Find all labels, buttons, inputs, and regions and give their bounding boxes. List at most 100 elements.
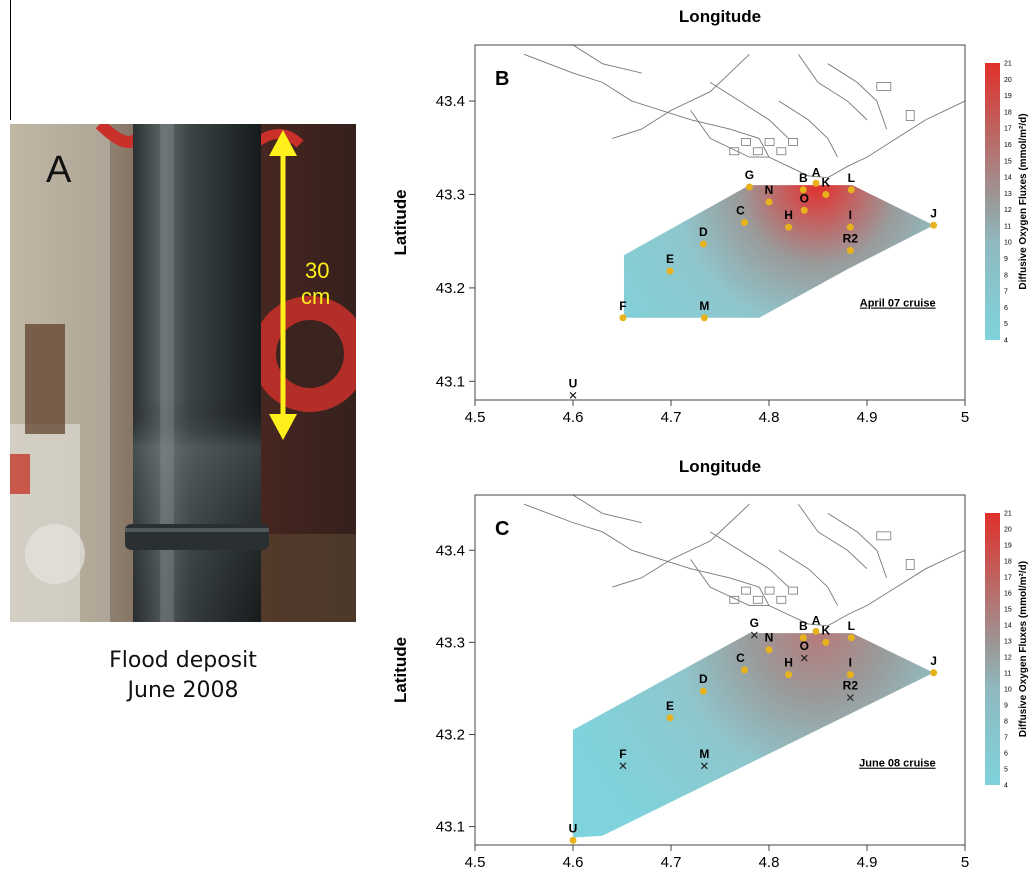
x-tick-label: 4.9 bbox=[857, 854, 878, 871]
station-label: O bbox=[800, 639, 809, 653]
colorbar-tick-label: 15 bbox=[1004, 607, 1012, 614]
frame-line bbox=[10, 0, 11, 120]
x-tick-label: 4.8 bbox=[759, 854, 780, 871]
colorbar-tick-label: 8 bbox=[1004, 272, 1008, 279]
y-tick-label: 43.4 bbox=[436, 93, 465, 110]
station-label: A bbox=[812, 613, 821, 627]
colorbar bbox=[985, 513, 1000, 785]
station-marker-sampled bbox=[785, 223, 793, 231]
coastline bbox=[523, 494, 966, 627]
cruise-annotation: April 07 cruise bbox=[860, 298, 936, 310]
y-axis-label: Latitude bbox=[391, 189, 410, 255]
x-tick-label: 4.8 bbox=[759, 409, 780, 426]
colorbar-tick-label: 13 bbox=[1004, 639, 1012, 646]
y-tick-label: 43.2 bbox=[436, 726, 465, 743]
station-label: U bbox=[569, 821, 578, 835]
panel-letter-a: A bbox=[46, 149, 72, 191]
colorbar-tick-label: 5 bbox=[1004, 321, 1008, 328]
colorbar-tick-label: 4 bbox=[1004, 783, 1008, 790]
station-label: M bbox=[699, 299, 709, 313]
colorbar-tick-label: 6 bbox=[1004, 751, 1008, 758]
x-tick-label: 4.5 bbox=[465, 409, 486, 426]
station-marker-sampled bbox=[846, 247, 854, 255]
colorbar-tick-label: 6 bbox=[1004, 305, 1008, 312]
station-marker-sampled bbox=[785, 671, 793, 679]
panel-letter: C bbox=[495, 518, 509, 540]
station-marker-unsampled bbox=[750, 631, 758, 639]
x-tick-label: 5 bbox=[961, 854, 969, 871]
colorbar-tick-label: 18 bbox=[1004, 109, 1012, 116]
station-label: A bbox=[812, 165, 821, 179]
station-label: J bbox=[930, 654, 937, 668]
colorbar-tick-label: 12 bbox=[1004, 207, 1012, 214]
station-label: C bbox=[736, 651, 745, 665]
station-label: C bbox=[736, 204, 745, 218]
station-marker-sampled bbox=[800, 206, 808, 214]
colorbar-label: Diffusive Oxygen Fluxes (mmol/m²/d) bbox=[1018, 113, 1029, 289]
caption-line-2: June 2008 bbox=[127, 678, 239, 703]
station-marker-sampled bbox=[619, 314, 627, 322]
station-label: B bbox=[799, 619, 808, 633]
colorbar-tick-label: 10 bbox=[1004, 687, 1012, 694]
station-label: K bbox=[822, 623, 831, 637]
station-marker-unsampled bbox=[619, 762, 627, 770]
station-marker-sampled bbox=[846, 223, 854, 231]
x-tick-label: 4.9 bbox=[857, 409, 878, 426]
colorbar-tick-label: 19 bbox=[1004, 93, 1012, 100]
station-label: B bbox=[799, 171, 808, 185]
x-tick-label: 4.6 bbox=[563, 854, 584, 871]
station-label: D bbox=[699, 672, 708, 686]
colorbar-tick-label: 12 bbox=[1004, 655, 1012, 662]
station-label: N bbox=[765, 631, 774, 645]
colorbar-tick-label: 7 bbox=[1004, 735, 1008, 742]
coastline bbox=[523, 44, 966, 179]
station-label: G bbox=[750, 616, 759, 630]
station-marker-sampled bbox=[812, 179, 820, 187]
map-panel-b: Longitude Latitude 4.5 4.6 4.7 4.8 4.9 5 43.1 43.… bbox=[391, 7, 1029, 426]
station-label: F bbox=[619, 299, 626, 313]
colorbar-tick-label: 5 bbox=[1004, 767, 1008, 774]
panel-letter: B bbox=[495, 68, 509, 90]
station-label: R2 bbox=[843, 679, 859, 693]
station-marker-sampled bbox=[847, 634, 855, 642]
station-marker-sampled bbox=[930, 669, 938, 677]
station-marker-sampled bbox=[799, 186, 807, 194]
colorbar-tick-label: 20 bbox=[1004, 77, 1012, 84]
station-marker-sampled bbox=[569, 836, 577, 844]
station-label: R2 bbox=[843, 232, 859, 246]
colorbar-tick-label: 9 bbox=[1004, 703, 1008, 710]
station-marker-sampled bbox=[765, 646, 773, 654]
flux-field bbox=[623, 185, 934, 318]
y-tick-label: 43.3 bbox=[436, 634, 465, 651]
cruise-annotation: June 08 cruise bbox=[859, 758, 935, 770]
colorbar bbox=[985, 63, 1000, 340]
colorbar-tick-label: 8 bbox=[1004, 719, 1008, 726]
y-tick-label: 43.4 bbox=[436, 542, 465, 559]
colorbar-tick-label: 21 bbox=[1004, 511, 1012, 518]
colorbar-tick-label: 16 bbox=[1004, 142, 1012, 149]
station-marker-unsampled bbox=[700, 762, 708, 770]
x-tick-label: 4.7 bbox=[661, 854, 682, 871]
station-marker-sampled bbox=[930, 221, 938, 229]
station-label: J bbox=[930, 206, 937, 220]
station-label: M bbox=[699, 747, 709, 761]
scale-unit: cm bbox=[301, 284, 330, 309]
map-title: Longitude bbox=[679, 7, 761, 26]
colorbar-tick-label: 13 bbox=[1004, 191, 1012, 198]
station-label: E bbox=[666, 252, 674, 266]
station-label: E bbox=[666, 699, 674, 713]
station-marker-sampled bbox=[799, 634, 807, 642]
colorbar-tick-label: 4 bbox=[1004, 338, 1008, 345]
colorbar-tick-label: 17 bbox=[1004, 126, 1012, 133]
y-tick-label: 43.2 bbox=[436, 280, 465, 297]
core-photograph: A 30 cm bbox=[10, 124, 356, 622]
station-marker-sampled bbox=[765, 198, 773, 206]
colorbar-tick-label: 11 bbox=[1004, 223, 1011, 230]
station-label: L bbox=[848, 619, 855, 633]
scale-value: 30 bbox=[305, 258, 329, 283]
colorbar-tick-label: 19 bbox=[1004, 543, 1012, 550]
x-tick-label: 4.5 bbox=[465, 854, 486, 871]
station-marker-sampled bbox=[846, 671, 854, 679]
colorbar-tick-label: 21 bbox=[1004, 61, 1012, 68]
colorbar-tick-label: 20 bbox=[1004, 527, 1012, 534]
